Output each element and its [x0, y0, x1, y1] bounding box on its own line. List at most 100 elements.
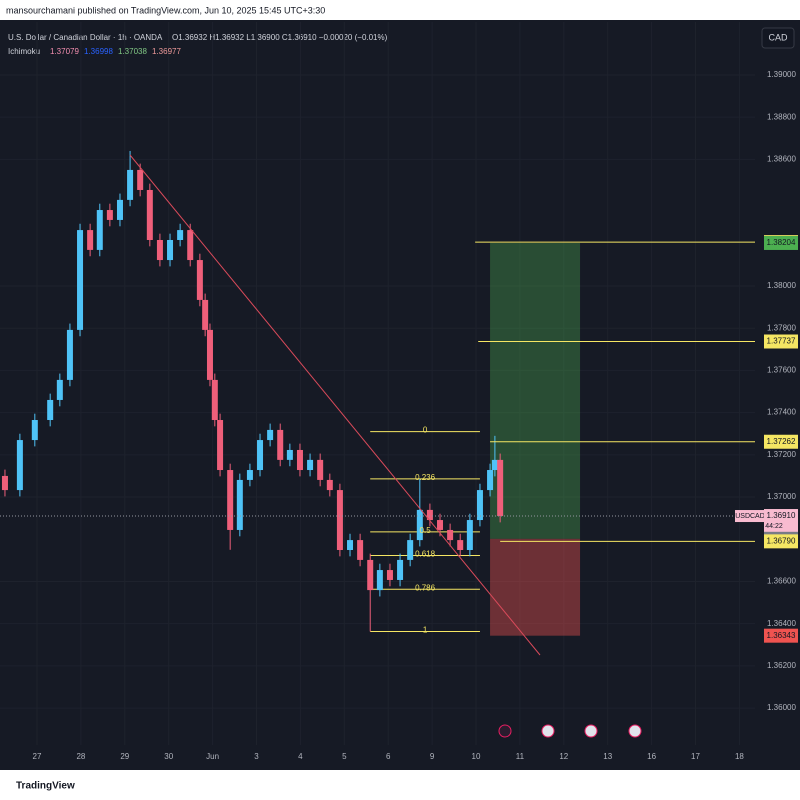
candle-body [307, 459, 314, 471]
candle-body [187, 230, 194, 261]
candle-body [156, 239, 163, 261]
brand: TradingView [16, 781, 75, 792]
symbol-tag-bg [735, 510, 765, 523]
x-tick-label: 29 [120, 752, 129, 761]
candle-body [267, 429, 274, 441]
chart-bg [0, 20, 800, 770]
candle-body [246, 470, 253, 480]
candle-body [487, 470, 494, 491]
price-label-bg [764, 334, 798, 349]
price-label: 1.37737 [767, 337, 796, 346]
price-label-bg [764, 509, 798, 534]
price-label: 1.36790 [767, 536, 796, 545]
candle-body [437, 520, 444, 530]
event-icon[interactable] [584, 724, 598, 738]
candle-body [277, 429, 284, 460]
price-label-bg [764, 628, 798, 643]
candle-body [31, 420, 38, 441]
plot [0, 22, 755, 745]
price-label-bg [764, 534, 798, 549]
position-loss [490, 538, 581, 636]
candle-body [286, 449, 293, 460]
symbol-line: U.S. Dollar / Canadian Dollar · 1h · OAN… [8, 33, 163, 42]
y-tick-label: 1.37800 [767, 323, 796, 332]
candle-body [447, 529, 454, 541]
x-tick-label: 30 [164, 752, 173, 761]
candle-body [491, 459, 498, 471]
candle-body [66, 329, 73, 380]
candle-body [376, 570, 383, 591]
y-tick-label: 1.37200 [767, 450, 796, 459]
x-tick-label: 18 [735, 752, 744, 761]
currency-box[interactable] [761, 27, 795, 49]
y-tick-label: 1.36600 [767, 577, 796, 586]
y-tick-label: 1.36000 [767, 703, 796, 712]
y-tick-label: 1.38000 [767, 281, 796, 290]
price-label: 1.38204 [767, 238, 796, 247]
x-tick-label: 10 [472, 752, 481, 761]
candle-body [347, 540, 354, 551]
fib-label: 0.618 [415, 550, 436, 559]
candle-body [217, 420, 224, 471]
candle-body [96, 210, 103, 250]
candle-body [367, 559, 374, 591]
x-tick-label: 12 [559, 752, 568, 761]
fib-label: 0.236 [415, 473, 436, 482]
attribution: mansourchamani published on TradingView.… [6, 5, 325, 15]
candle-body [257, 440, 264, 471]
position-profit [490, 242, 581, 539]
currency[interactable]: CAD [768, 32, 788, 42]
x-tick-label: 28 [76, 752, 85, 761]
candle-body [407, 540, 414, 560]
y-tick-label: 1.37600 [767, 366, 796, 375]
candle-body [127, 169, 134, 200]
x-tick-label: Jun [206, 752, 219, 761]
x-tick-label: 17 [691, 752, 700, 761]
candle-body [47, 399, 54, 421]
event-icon[interactable] [541, 724, 555, 738]
event-icon[interactable] [628, 724, 642, 738]
candle-body [202, 299, 209, 330]
fib-label: 0.5 [420, 526, 432, 535]
event-icon[interactable] [498, 724, 512, 738]
candle-body [196, 260, 203, 300]
fib-label: 0 [423, 426, 428, 435]
y-tick-label: 1.36200 [767, 661, 796, 670]
x-tick-label: 3 [254, 752, 259, 761]
candle-body [336, 490, 343, 551]
indicator-value: 1.36998 [84, 47, 113, 56]
candle-body [317, 459, 324, 480]
candle-body [296, 449, 303, 471]
y-tick-label: 1.39000 [767, 70, 796, 79]
candle-body [416, 509, 423, 541]
candle-body [137, 169, 144, 190]
symbol-tag: USDCAD [735, 513, 765, 520]
y-tick-label: 1.38800 [767, 112, 796, 121]
candle-body [457, 540, 464, 551]
candle-body [426, 509, 433, 521]
y-tick-label: 1.38600 [767, 154, 796, 163]
candle-body [116, 199, 123, 220]
candle-body [211, 379, 218, 421]
price-label: 1.37262 [767, 437, 796, 446]
indicator-value: 1.36977 [152, 47, 181, 56]
x-tick-label: 13 [603, 752, 612, 761]
indicator-name: Ichimoku [8, 47, 40, 56]
ohlc: O1.36932 H1.36932 L1.36900 C1.36910 −0.0… [172, 33, 388, 42]
candle-body [236, 479, 243, 530]
price-label-bg [764, 434, 798, 449]
y-tick-label: 1.37000 [767, 492, 796, 501]
x-tick-label: 4 [298, 752, 303, 761]
x-tick-label: 11 [516, 752, 525, 761]
price-label: 1.36910 [767, 511, 796, 520]
candle-body [16, 440, 23, 491]
indicator-value: 1.37079 [50, 47, 79, 56]
candle-body [146, 189, 153, 240]
event-icons [498, 724, 642, 738]
candle-body [466, 520, 473, 551]
candle-body [87, 230, 94, 250]
candle-body [397, 559, 404, 580]
candle-body [77, 230, 84, 330]
